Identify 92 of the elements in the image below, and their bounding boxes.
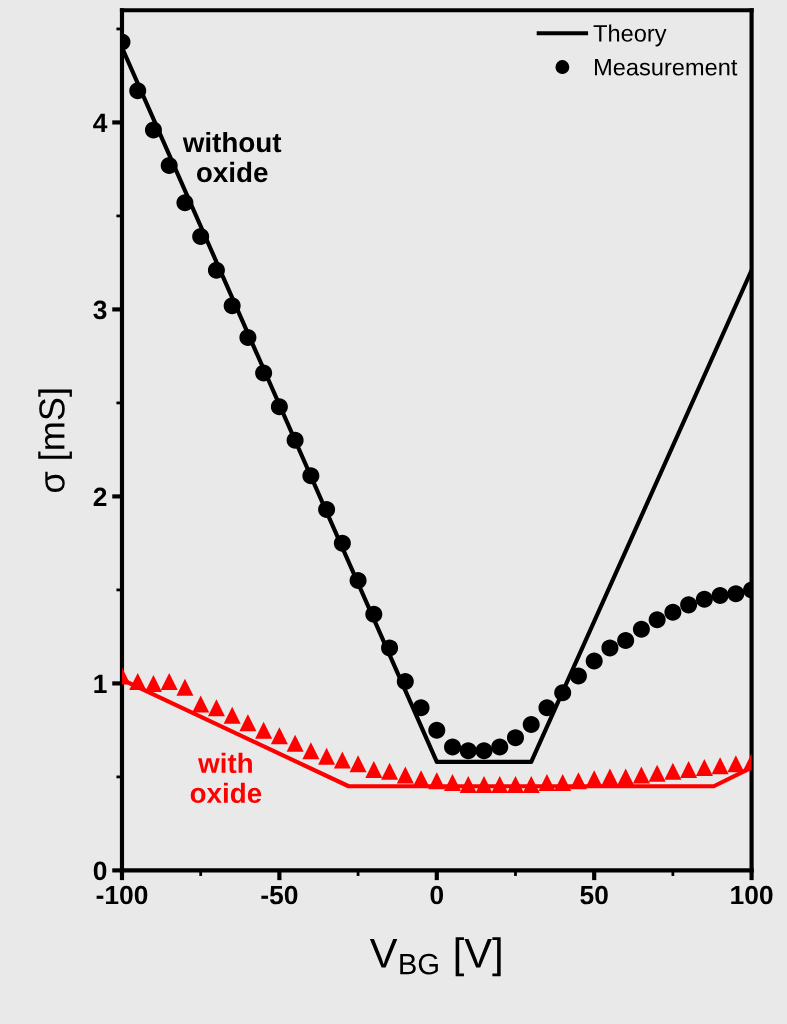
point bbox=[695, 759, 713, 777]
point bbox=[522, 775, 540, 793]
point bbox=[144, 121, 162, 139]
point bbox=[428, 772, 446, 790]
point bbox=[302, 467, 320, 485]
point bbox=[664, 603, 682, 621]
y-axis-title: σ [mS] bbox=[38, 389, 72, 493]
point bbox=[318, 501, 336, 519]
point bbox=[207, 699, 225, 717]
point bbox=[239, 328, 257, 346]
point bbox=[680, 760, 698, 778]
point bbox=[538, 699, 556, 717]
point bbox=[349, 572, 367, 590]
point bbox=[223, 297, 241, 315]
point bbox=[601, 768, 619, 786]
point bbox=[223, 706, 241, 724]
point bbox=[711, 587, 729, 605]
point bbox=[333, 751, 351, 769]
point bbox=[664, 762, 682, 780]
y-tick-label: 0 bbox=[93, 861, 107, 881]
legend-label: Measurement bbox=[595, 59, 738, 76]
annotation: with oxide bbox=[190, 752, 262, 804]
annotation: without oxide bbox=[182, 131, 282, 183]
point bbox=[475, 775, 493, 793]
point bbox=[129, 82, 147, 100]
point bbox=[601, 639, 619, 657]
y-tick-label: 1 bbox=[94, 674, 107, 693]
point bbox=[711, 757, 729, 775]
point bbox=[176, 194, 194, 212]
point bbox=[396, 673, 414, 691]
point bbox=[270, 727, 288, 745]
x-tick-label: 0 bbox=[430, 885, 444, 905]
point bbox=[727, 585, 745, 603]
point bbox=[255, 721, 273, 739]
point bbox=[648, 764, 666, 782]
point bbox=[569, 772, 587, 790]
x-tick-label: -100 bbox=[96, 885, 148, 905]
x-tick-label: 50 bbox=[580, 885, 608, 905]
point bbox=[270, 398, 288, 416]
point bbox=[522, 716, 540, 734]
point bbox=[255, 364, 273, 382]
point bbox=[459, 742, 477, 760]
point bbox=[286, 734, 304, 752]
point bbox=[160, 156, 178, 174]
point bbox=[444, 774, 462, 792]
point bbox=[459, 775, 477, 793]
point bbox=[680, 596, 698, 614]
x-tick-label: -50 bbox=[261, 885, 298, 905]
point bbox=[491, 738, 509, 756]
point bbox=[239, 714, 257, 732]
point bbox=[365, 760, 383, 778]
point bbox=[585, 652, 603, 670]
point bbox=[176, 678, 194, 696]
y-tick-label: 4 bbox=[93, 113, 108, 132]
point bbox=[333, 534, 351, 552]
x-axis-title: V$_{BG}$ [V] bbox=[369, 937, 501, 977]
x-tick-label: 100 bbox=[731, 885, 773, 905]
point bbox=[569, 667, 587, 685]
point bbox=[506, 729, 524, 747]
point bbox=[632, 766, 650, 784]
point bbox=[491, 775, 509, 793]
point bbox=[617, 631, 635, 649]
point bbox=[318, 747, 336, 765]
point bbox=[160, 673, 178, 691]
legend-label: Theory bbox=[593, 24, 667, 47]
point bbox=[506, 775, 524, 793]
point bbox=[381, 762, 399, 780]
point bbox=[144, 674, 162, 692]
point bbox=[192, 227, 210, 246]
point bbox=[129, 673, 147, 691]
point bbox=[381, 639, 399, 657]
point bbox=[396, 766, 414, 784]
point bbox=[554, 684, 572, 702]
point bbox=[428, 721, 446, 739]
point bbox=[207, 261, 225, 279]
point bbox=[302, 742, 320, 760]
point bbox=[286, 431, 304, 449]
point bbox=[648, 611, 666, 629]
point bbox=[617, 768, 635, 786]
point bbox=[192, 695, 210, 713]
point bbox=[538, 774, 556, 792]
point bbox=[727, 755, 745, 773]
point bbox=[475, 742, 493, 760]
y-tick-label: 3 bbox=[93, 300, 107, 320]
point bbox=[632, 620, 650, 638]
point bbox=[554, 774, 572, 792]
point bbox=[444, 738, 462, 756]
y-tick-label: 2 bbox=[93, 487, 107, 506]
point bbox=[349, 755, 367, 773]
point bbox=[695, 590, 713, 608]
point bbox=[412, 699, 430, 717]
point bbox=[365, 605, 383, 623]
